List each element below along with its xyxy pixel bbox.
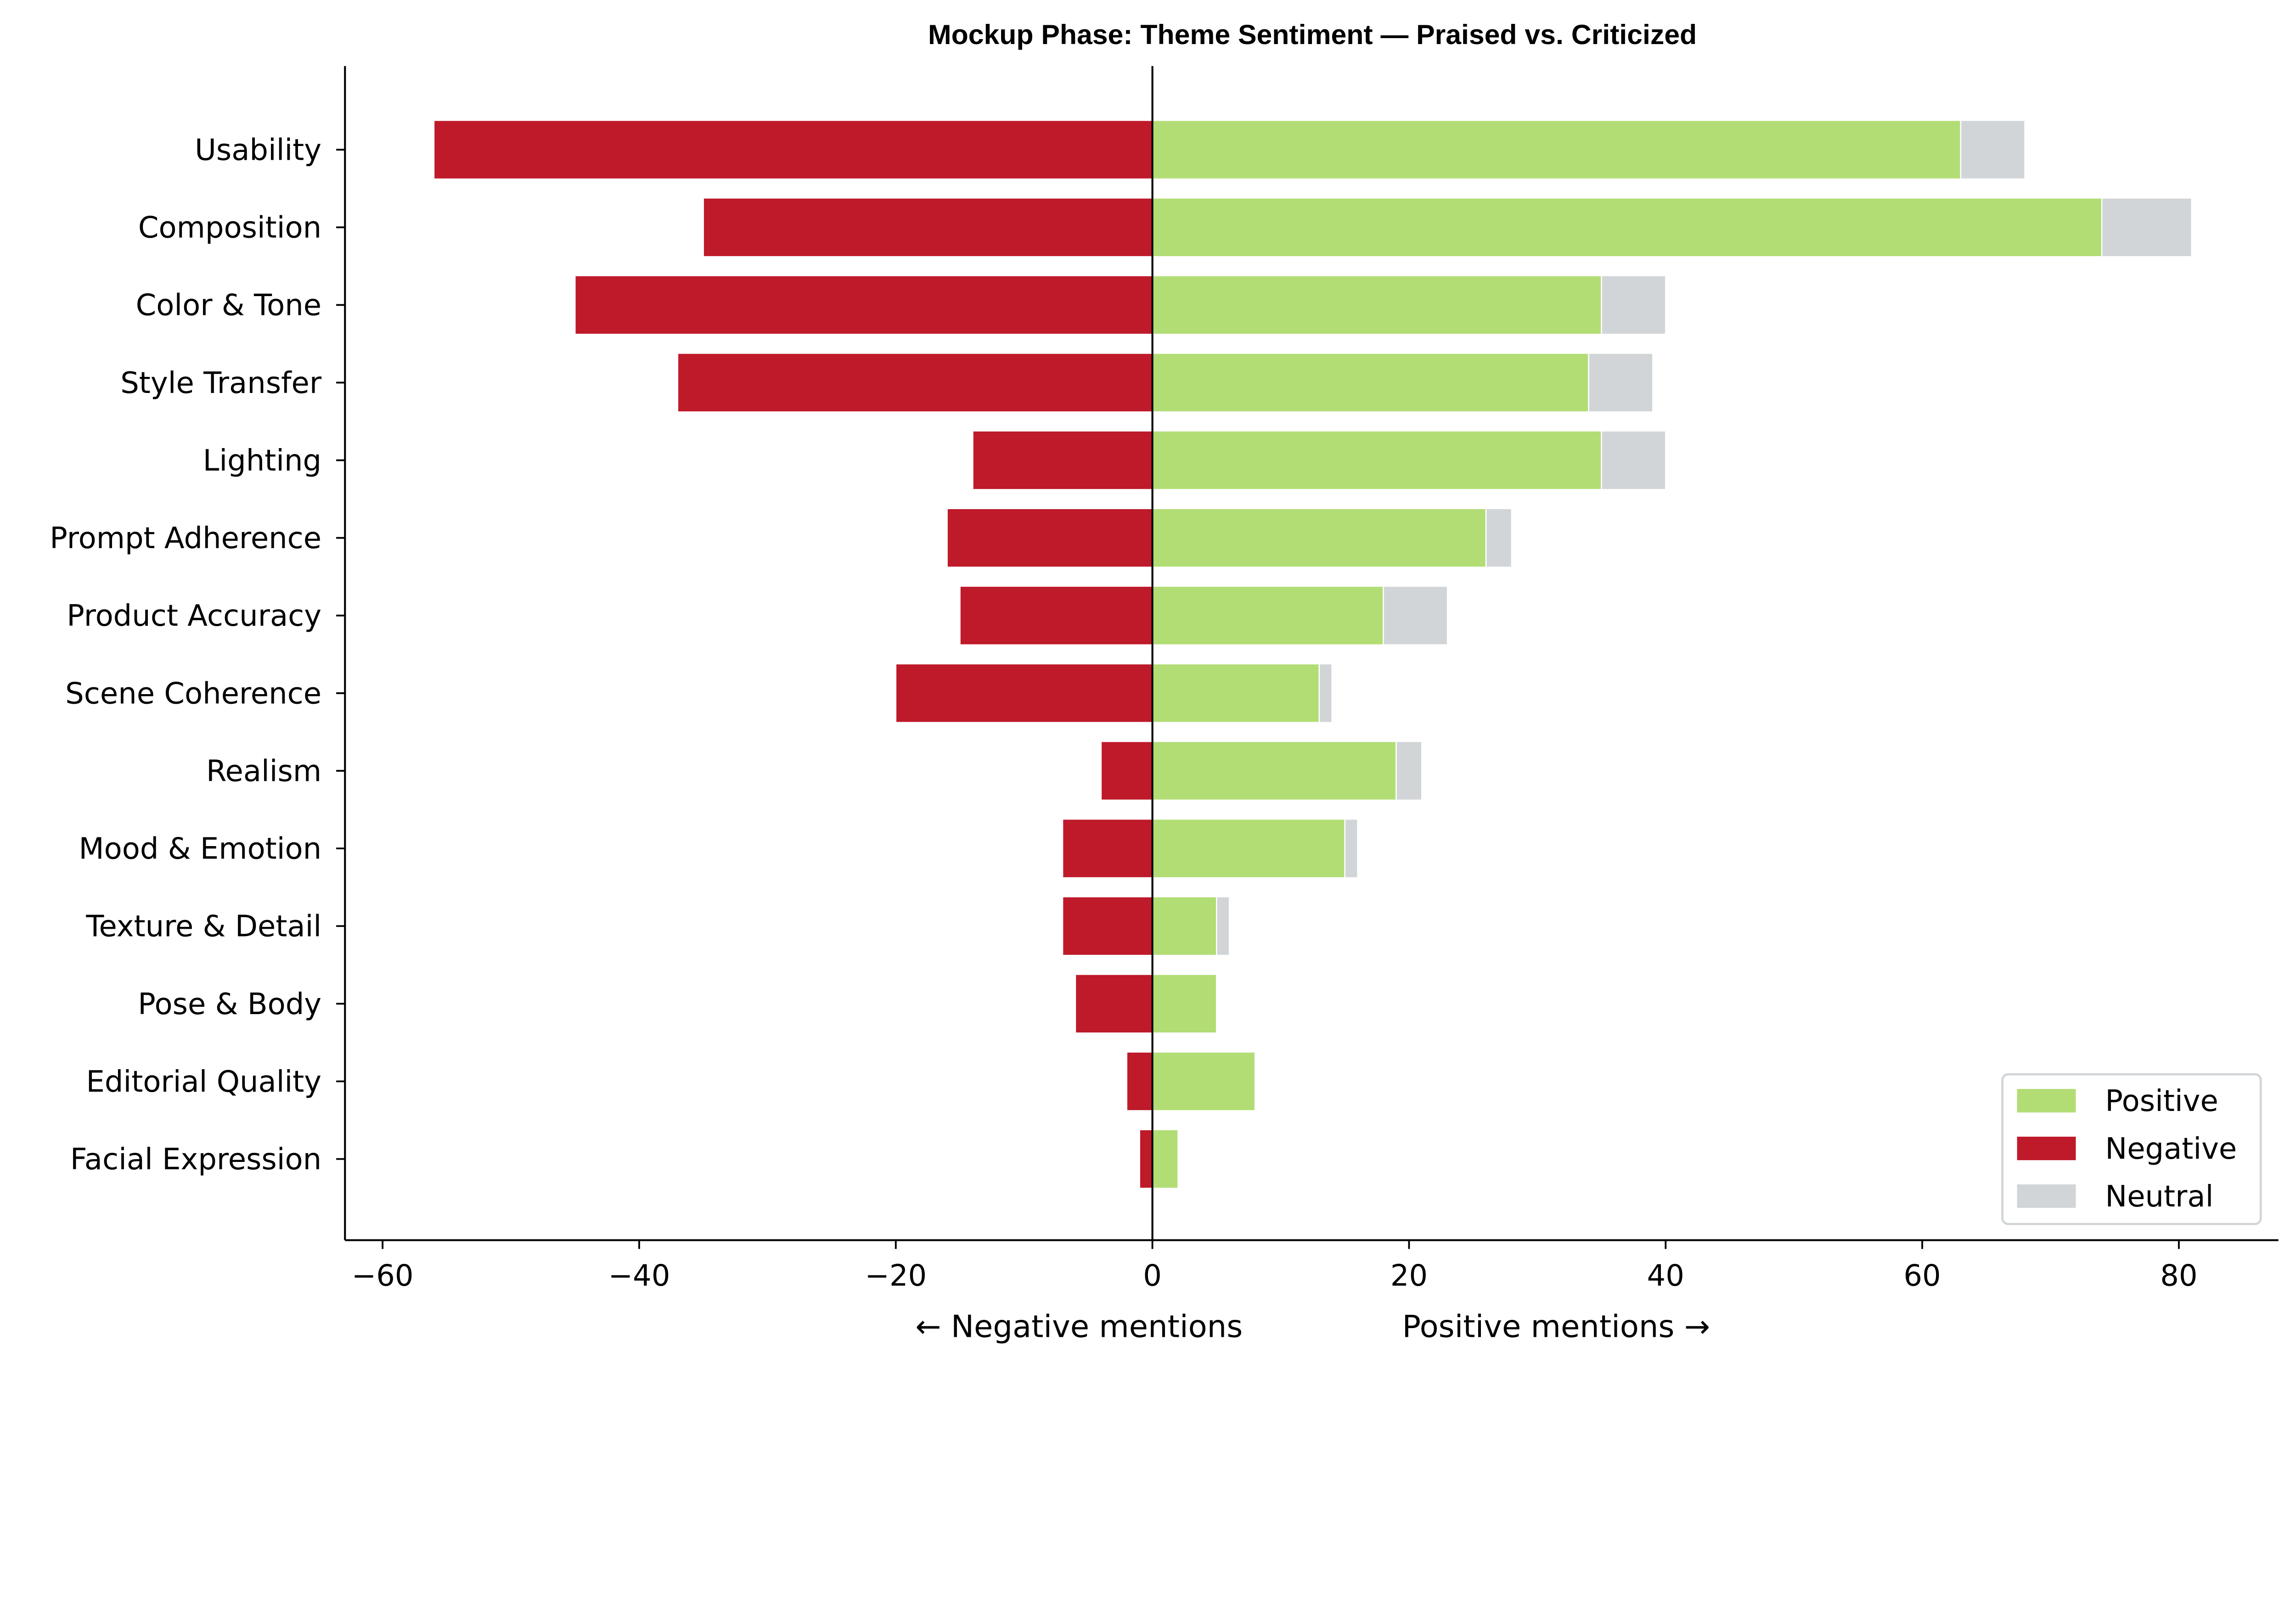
bar-negative: [677, 353, 1153, 413]
legend-swatch-negative: [2017, 1137, 2076, 1161]
x-tick-label: −60: [352, 1259, 414, 1293]
bar-positive: [1152, 1051, 1256, 1111]
bar-negative: [959, 585, 1153, 646]
bar-negative: [1126, 1051, 1153, 1111]
legend: Positive Negative Neutral: [2001, 1073, 2262, 1225]
x-tick-label: −40: [608, 1259, 670, 1293]
y-tick-label: Color & Tone: [136, 289, 322, 323]
y-tick-label: Texture & Detail: [85, 910, 321, 944]
bar-positive: [1152, 275, 1602, 335]
y-tick-label: Scene Coherence: [65, 677, 321, 711]
chart-title: Mockup Phase: Theme Sentiment — Praised …: [928, 19, 1697, 50]
x-label-positive: Positive mentions →: [1402, 1308, 1710, 1344]
bar-positive: [1152, 430, 1602, 490]
bar-positive: [1152, 585, 1384, 646]
bar-neutral: [1216, 896, 1230, 956]
y-tick-label: Realism: [206, 754, 321, 788]
y-tick-label: Prompt Adherence: [50, 522, 321, 555]
bar-negative: [946, 508, 1153, 568]
x-tick-label: 60: [1903, 1259, 1941, 1293]
bar-negative: [433, 119, 1153, 180]
x-tick-label: 0: [1143, 1259, 1162, 1293]
legend-label-negative: Negative: [2105, 1132, 2237, 1166]
x-tick-label: 40: [1647, 1259, 1684, 1293]
bar-neutral: [1601, 275, 1666, 335]
bar-neutral: [2101, 197, 2193, 258]
bar-neutral: [1960, 119, 2026, 180]
bar-positive: [1152, 663, 1320, 724]
bar-negative: [1075, 974, 1153, 1034]
bar-negative: [1139, 1129, 1153, 1189]
bar-neutral: [1396, 740, 1423, 801]
bar-positive: [1152, 818, 1345, 879]
x-tick-label: 80: [2160, 1259, 2197, 1293]
bar-positive: [1152, 740, 1397, 801]
bar-neutral: [1318, 663, 1333, 724]
bar-negative: [1062, 896, 1153, 956]
bar-neutral: [1344, 818, 1358, 879]
y-tick-label: Composition: [138, 211, 321, 245]
bar-neutral: [1601, 430, 1666, 490]
y-tick-label: Pose & Body: [138, 987, 321, 1021]
bar-negative: [574, 275, 1153, 335]
x-label-negative: ← Negative mentions: [915, 1308, 1243, 1344]
bar-neutral: [1588, 353, 1654, 413]
bar-positive: [1152, 1129, 1179, 1189]
legend-items: Positive Negative Neutral: [2017, 1084, 2237, 1214]
bar-negative: [1100, 740, 1153, 801]
y-tick-label: Lighting: [203, 444, 321, 478]
x-tick-label: 20: [1390, 1259, 1428, 1293]
bar-positive: [1152, 197, 2103, 258]
bars: [433, 119, 2193, 1189]
y-tick-label: Style Transfer: [120, 366, 322, 400]
bar-negative: [895, 663, 1153, 724]
y-tick-labels: Usability Composition Color & Tone Style Tr…: [50, 133, 345, 1177]
bar-positive: [1152, 896, 1217, 956]
bar-neutral: [1383, 585, 1448, 646]
legend-label-neutral: Neutral: [2105, 1180, 2213, 1214]
x-ticks: −60 −40 −20 0 20 40 60 80: [352, 1240, 2198, 1293]
bar-positive: [1152, 353, 1589, 413]
y-tick-label: Product Accuracy: [67, 599, 321, 633]
x-tick-label: −20: [865, 1259, 927, 1293]
bar-neutral: [1485, 508, 1513, 568]
y-tick-label: Facial Expression: [70, 1143, 321, 1177]
legend-swatch-positive: [2017, 1089, 2076, 1113]
legend-swatch-neutral: [2017, 1184, 2076, 1208]
bar-positive: [1152, 974, 1217, 1034]
bar-negative: [972, 430, 1153, 490]
y-tick-label: Mood & Emotion: [79, 832, 321, 866]
y-tick-label: Usability: [195, 133, 321, 167]
chart: Mockup Phase: Theme Sentiment — Praised …: [50, 19, 2279, 1344]
legend-label-positive: Positive: [2105, 1084, 2218, 1118]
bar-negative: [703, 197, 1153, 258]
bar-positive: [1152, 119, 1962, 180]
bar-positive: [1152, 508, 1487, 568]
bar-negative: [1062, 818, 1153, 879]
y-tick-label: Editorial Quality: [86, 1065, 322, 1099]
